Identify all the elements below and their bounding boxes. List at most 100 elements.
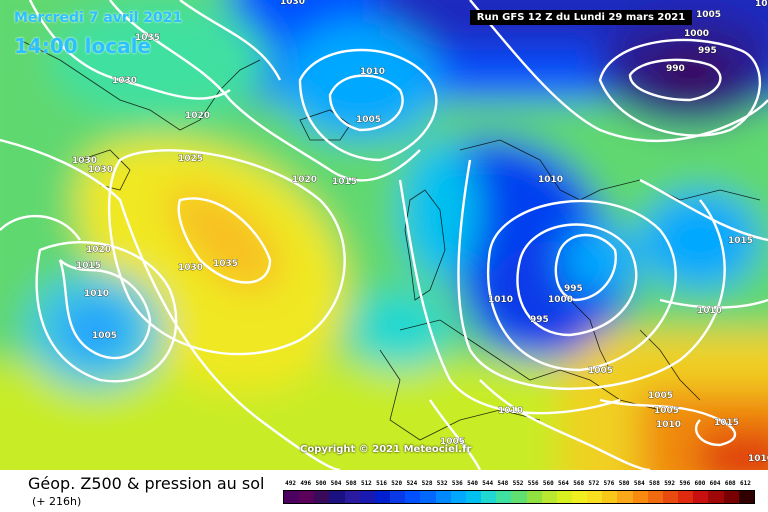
colorbar-tick-label: 500 [315, 480, 327, 487]
colorbar-swatch [390, 491, 406, 503]
isobar-label: 1030 [280, 0, 305, 7]
colorbar-swatch [693, 491, 709, 503]
forecast-lead-time: (+ 216h) [32, 495, 82, 508]
colorbar-tick-label: 612 [739, 480, 751, 487]
isobar-label: 1005 [356, 115, 381, 125]
colorbar-tick-label: 580 [618, 480, 630, 487]
colorbar-swatch [587, 491, 603, 503]
colorbar-tick-label: 568 [573, 480, 585, 487]
isobar-lines [0, 0, 768, 470]
colorbar-tick-label: 592 [664, 480, 676, 487]
isobar-label: 1015 [755, 0, 768, 9]
colorbar-tick-label: 508 [345, 480, 357, 487]
colorbar-tick-label: 528 [421, 480, 433, 487]
colorbar-tick-label: 584 [633, 480, 645, 487]
colorbar-tick-labels: 492 496 500 504 508 512 516 520 524 528 532 536 540 5… [283, 480, 753, 490]
colorbar-swatch [481, 491, 497, 503]
colorbar-tick-label: 604 [709, 480, 721, 487]
isobar-label: 1030 [88, 165, 113, 175]
colorbar-tick-label: 600 [694, 480, 706, 487]
isobar-label: 1000 [684, 29, 709, 39]
isobar-label: 1025 [178, 154, 203, 164]
isobar-label: 1020 [185, 111, 210, 121]
isobar-label: 995 [564, 284, 583, 294]
run-info-label: Run GFS 12 Z du Lundi 29 mars 2021 [470, 10, 692, 25]
colorbar-tick-label: 596 [679, 480, 691, 487]
isobar-label: 1035 [135, 33, 160, 43]
colorbar-swatch [662, 491, 679, 503]
colorbar-swatch [284, 491, 300, 503]
colorbar-swatch [374, 491, 391, 503]
isobar-label: 1010 [656, 420, 681, 430]
colorbar-swatch [541, 491, 557, 503]
isobar-label: 1015 [714, 418, 739, 428]
colorbar-tick-label: 524 [406, 480, 418, 487]
colorbar-tick-label: 556 [527, 480, 539, 487]
isobar-label: 1015 [76, 261, 101, 271]
colorbar-swatch [314, 491, 330, 503]
colorbar-tick-label: 576 [603, 480, 615, 487]
copyright-label: Copyright © 2021 Meteociel.fr [300, 444, 472, 455]
colorbar-swatch [647, 491, 663, 503]
isobar-label: 1030 [178, 263, 203, 273]
colorbar-swatch [450, 491, 466, 503]
isobar-label: 1010 [748, 454, 768, 464]
isobar-label: 1010 [697, 306, 722, 316]
colorbar-tick-label: 564 [558, 480, 569, 487]
colorbar-tick-label: 540 [467, 480, 478, 487]
isobar-label: 1015 [728, 236, 753, 246]
isobar-labels: 1030 1035 1030 1020 1030 1030 1025 1020 … [72, 0, 768, 464]
colorbar [283, 490, 755, 504]
colorbar-swatch [465, 491, 482, 503]
colorbar-tick-label: 492 [285, 480, 296, 487]
colorbar-tick-label: 496 [300, 480, 312, 487]
colorbar-tick-label: 572 [588, 480, 600, 487]
colorbar-swatch [723, 491, 739, 503]
isobar-label: 1010 [488, 295, 513, 305]
colorbar-tick-label: 512 [360, 480, 372, 487]
isobar-label: 1010 [84, 289, 109, 299]
isobar-label: 1020 [292, 175, 317, 185]
isobar-label: 1000 [548, 295, 573, 305]
colorbar-swatch [617, 491, 633, 503]
isobar-label: 1005 [696, 10, 721, 20]
isobar-label: 1010 [360, 67, 385, 77]
isobar-label: 1005 [654, 406, 679, 416]
colorbar-swatch [738, 491, 754, 503]
colorbar-swatch [299, 491, 315, 503]
colorbar-swatch [571, 491, 588, 503]
colorbar-tick-label: 516 [376, 480, 387, 487]
isobar-label: 1005 [440, 437, 465, 447]
colorbar-swatch [329, 491, 345, 503]
colorbar-swatch [359, 491, 375, 503]
colorbar-tick-label: 608 [724, 480, 736, 487]
colorbar-swatch [420, 491, 436, 503]
forecast-date: Mercredi 7 avril 2021 [14, 10, 183, 26]
isobar-label: 990 [666, 64, 685, 74]
isobar-label: 1020 [86, 245, 111, 255]
colorbar-tick-label: 532 [436, 480, 448, 487]
colorbar-swatch [405, 491, 421, 503]
isobar-label: 995 [698, 46, 717, 56]
colorbar-swatch [526, 491, 542, 503]
colorbar-swatch [496, 491, 512, 503]
isobar-label: 1030 [112, 76, 137, 86]
legend-title: Géop. Z500 & pression au sol [28, 474, 265, 493]
legend-panel: Géop. Z500 & pression au sol (+ 216h) 49… [0, 470, 768, 512]
colorbar-tick-label: 560 [542, 480, 554, 487]
isobar-label: 1005 [648, 391, 673, 401]
colorbar-swatch [344, 491, 360, 503]
isobar-label: 995 [530, 315, 549, 325]
colorbar-swatch [678, 491, 694, 503]
geopotential-map: 1030 1035 1030 1020 1030 1030 1025 1020 … [0, 0, 768, 470]
isobar-label: 1005 [588, 366, 613, 376]
isobar-label: 1030 [72, 156, 97, 166]
colorbar-tick-label: 552 [512, 480, 524, 487]
colorbar-swatch [602, 491, 618, 503]
colorbar-tick-label: 588 [649, 480, 660, 487]
forecast-time: 14:00 locale [14, 34, 151, 58]
colorbar-tick-label: 504 [330, 480, 342, 487]
isobar-label: 1010 [498, 406, 523, 416]
colorbar-swatch [708, 491, 724, 503]
